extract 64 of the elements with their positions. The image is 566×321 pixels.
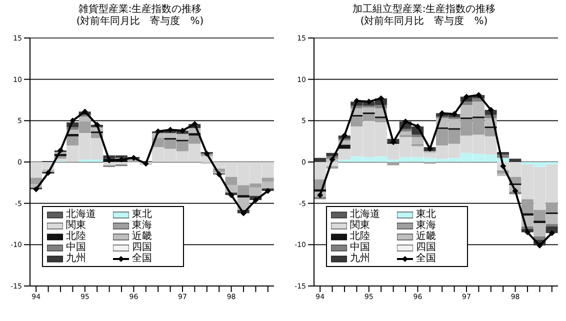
legend-label: 関東 — [66, 220, 86, 231]
point — [264, 188, 271, 194]
legend-label: 九州 — [66, 253, 86, 264]
point — [488, 106, 494, 113]
chart-title: 雑貨型産業:生産指数の推移 — [77, 4, 203, 16]
bar — [66, 136, 79, 146]
legend-label: 東海 — [416, 220, 436, 231]
point — [240, 210, 246, 216]
point — [204, 150, 210, 157]
legend-label: 関東 — [350, 220, 370, 231]
legend-label: 九州 — [350, 253, 370, 264]
point — [414, 123, 421, 130]
point — [402, 118, 408, 124]
point — [130, 154, 137, 161]
point — [94, 122, 100, 128]
bar — [78, 121, 91, 134]
legend-label: 近畿 — [132, 231, 152, 242]
point — [216, 171, 222, 178]
point — [317, 192, 324, 198]
point — [536, 242, 543, 248]
bar — [78, 116, 91, 122]
point — [58, 147, 64, 154]
legend-label: 全国 — [132, 253, 152, 264]
bar — [262, 178, 274, 182]
legend-label: 全国 — [416, 253, 436, 264]
bar — [412, 137, 424, 144]
point — [33, 186, 40, 192]
chart-subtitle: (対前年同月比 寄与度 %) — [75, 16, 205, 28]
point — [524, 229, 530, 236]
bar — [509, 158, 522, 162]
point — [142, 160, 149, 167]
legend-label: 北陸 — [350, 231, 370, 242]
point — [464, 94, 470, 100]
chart-title: 加工組立型産業:生産指数の推移 — [351, 4, 497, 16]
legend-label: 北陸 — [66, 231, 86, 242]
chart-subtitle: (対前年同月比 寄与度 %) — [359, 16, 489, 28]
bar — [534, 220, 546, 224]
point — [342, 132, 348, 139]
legend-label: 北海道 — [350, 209, 380, 220]
point — [192, 120, 198, 127]
legend-label: 四国 — [132, 242, 152, 253]
bar — [237, 195, 250, 198]
bar — [314, 158, 326, 162]
legend-label: 四国 — [416, 242, 436, 253]
point — [82, 108, 88, 115]
bar — [387, 162, 400, 166]
legend-label: 中国 — [66, 242, 86, 253]
legend-label: 東海 — [132, 220, 152, 231]
bar — [30, 178, 42, 184]
point — [476, 92, 482, 98]
point — [70, 118, 76, 124]
point — [45, 170, 52, 176]
legend-label: 東北 — [416, 209, 436, 220]
point — [228, 192, 234, 198]
bar — [399, 134, 412, 138]
legend-label: 近畿 — [416, 231, 436, 242]
legend-label: 東北 — [132, 209, 152, 220]
bar — [225, 176, 238, 186]
point — [252, 197, 259, 204]
point — [329, 156, 336, 163]
legend-label: 中国 — [350, 242, 370, 253]
legend-label: 北海道 — [66, 209, 96, 220]
point — [118, 156, 124, 163]
point — [426, 146, 433, 152]
